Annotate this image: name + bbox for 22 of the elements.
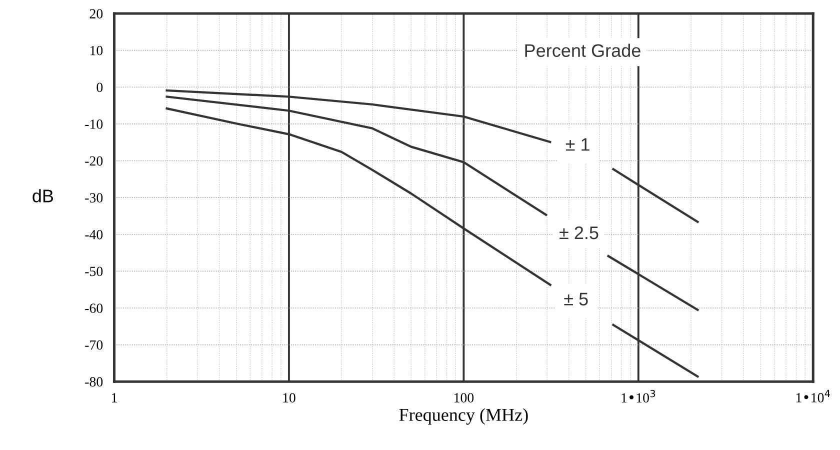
y-tick-label: -20 <box>85 156 103 166</box>
y-tick-label: -60 <box>85 304 103 313</box>
y-tick-label: -50 <box>85 266 103 276</box>
x-tick-label: 100 <box>454 393 474 402</box>
y-tick-label: -30 <box>85 193 103 203</box>
y-tick-label: 10 <box>90 46 103 56</box>
y-tick-label: -70 <box>85 340 103 350</box>
x-tick-label: 1•10$^{4}$ <box>796 390 830 402</box>
x-axis-title: Frequency (MHz) <box>399 408 528 425</box>
y-axis-title: dB <box>32 189 54 202</box>
x-tick-label: 1 <box>112 393 117 402</box>
annotation: Percent Grade <box>525 44 640 57</box>
x-tick-label: 1•10$^{3}$ <box>622 390 656 403</box>
y-tick-label: -40 <box>85 230 103 240</box>
y-tick-label: -80 <box>85 377 103 387</box>
y-tick-label: -10 <box>85 120 103 129</box>
annotation: ± 1 <box>566 138 590 151</box>
annotation: ± 2.5 <box>560 226 598 240</box>
y-tick-label: 20 <box>90 9 103 18</box>
x-tick-label: 10 <box>283 393 296 402</box>
y-tick-label: 0 <box>96 82 103 92</box>
annotation: ± 5 <box>564 292 588 306</box>
